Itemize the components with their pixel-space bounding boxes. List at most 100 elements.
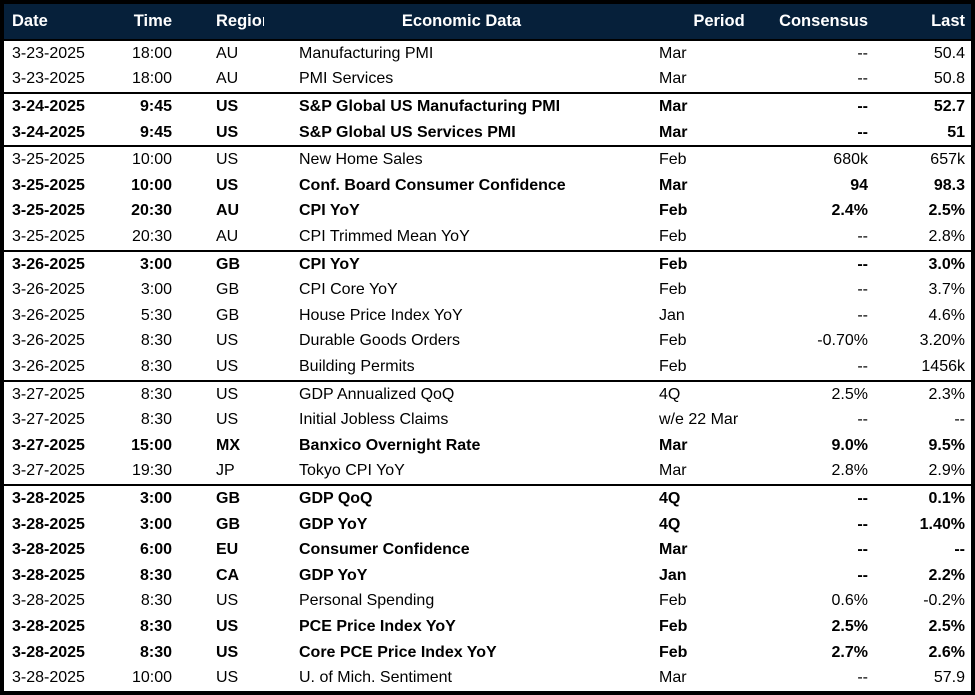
cell-region[interactable]: US: [216, 123, 239, 141]
table-row[interactable]: 3-26-2025 8:30 US Building Permits Feb -- 1456…: [4, 354, 971, 380]
cell-event[interactable]: Manufacturing PMI: [299, 44, 434, 62]
table-row[interactable]: 3-27-2025 19:30 JP Tokyo CPI YoY Mar 2.8% 2.9%: [4, 458, 971, 485]
cell-date[interactable]: 3-23-2025: [12, 44, 85, 62]
cell-region[interactable]: GB: [216, 515, 240, 533]
cell-last[interactable]: 4.6%: [928, 306, 965, 324]
cell-date[interactable]: 3-26-2025: [12, 255, 85, 273]
table-row[interactable]: 3-27-2025 8:30 US Initial Jobless Claims w/e…: [4, 407, 971, 434]
cell-consensus[interactable]: --: [857, 123, 868, 141]
cell-event[interactable]: Consumer Confidence: [299, 541, 470, 559]
cell-region[interactable]: AU: [216, 228, 239, 246]
table-row[interactable]: 3-23-2025 18:00 AU PMI Services Mar -- 50.8: [4, 66, 971, 93]
cell-period[interactable]: Mar: [659, 462, 687, 480]
cell-last[interactable]: 2.8%: [928, 228, 965, 246]
cell-region[interactable]: US: [216, 332, 239, 350]
cell-event[interactable]: Core PCE Price Index YoY: [299, 643, 497, 661]
cell-period[interactable]: Feb: [659, 228, 687, 246]
cell-consensus[interactable]: 680k: [833, 151, 868, 169]
table-row[interactable]: 3-28-2025 8:30 CA GDP YoY Jan -- 2.2%: [4, 563, 971, 589]
cell-consensus[interactable]: 9.0%: [831, 436, 868, 454]
table-row[interactable]: 3-27-2025 15:00 MX Banxico Overnight Rate Ma…: [4, 433, 971, 459]
table-row[interactable]: 3-28-2025 8:30 US PCE Price Index YoY Feb 2.5…: [4, 614, 971, 640]
cell-period[interactable]: 4Q: [659, 385, 681, 403]
cell-period[interactable]: 4Q: [659, 490, 681, 508]
cell-event[interactable]: CPI YoY: [299, 202, 360, 220]
cell-time[interactable]: 8:30: [140, 385, 172, 403]
cell-event[interactable]: CPI YoY: [299, 255, 360, 273]
cell-last[interactable]: 52.7: [933, 98, 965, 115]
cell-event[interactable]: Personal Spending: [299, 592, 435, 610]
cell-period[interactable]: Mar: [659, 436, 688, 454]
cell-event[interactable]: GDP QoQ: [299, 490, 373, 508]
cell-last[interactable]: 2.5%: [928, 617, 965, 635]
table-row[interactable]: 3-24-2025 9:45 US S&P Global US Services PM…: [4, 119, 971, 146]
cell-time[interactable]: 15:00: [131, 436, 172, 454]
cell-period[interactable]: Feb: [659, 151, 687, 169]
cell-region[interactable]: US: [216, 357, 239, 375]
cell-consensus[interactable]: 2.8%: [831, 462, 868, 480]
cell-last[interactable]: 1.40%: [919, 515, 965, 533]
cell-consensus[interactable]: 94: [850, 176, 868, 194]
cell-date[interactable]: 3-28-2025: [12, 617, 85, 635]
table-row[interactable]: 3-25-2025 10:00 US Conf. Board Consumer Con…: [4, 173, 971, 199]
cell-time[interactable]: 10:00: [131, 151, 172, 169]
cell-region[interactable]: US: [216, 385, 239, 403]
cell-date[interactable]: 3-27-2025: [12, 436, 85, 454]
table-row[interactable]: 3-28-2025 8:30 US Core PCE Price Index YoY F…: [4, 639, 971, 666]
cell-time[interactable]: 3:00: [140, 281, 172, 299]
cell-event[interactable]: S&P Global US Manufacturing PMI: [299, 98, 561, 115]
cell-time[interactable]: 10:00: [131, 176, 172, 194]
cell-date[interactable]: 3-28-2025: [12, 669, 85, 687]
cell-last[interactable]: 0.1%: [928, 490, 965, 508]
cell-period[interactable]: Jan: [659, 566, 687, 584]
cell-date[interactable]: 3-28-2025: [12, 490, 85, 508]
cell-period[interactable]: Mar: [659, 176, 688, 194]
cell-period[interactable]: Feb: [659, 202, 688, 220]
cell-date[interactable]: 3-26-2025: [12, 357, 85, 375]
cell-time[interactable]: 19:30: [131, 462, 172, 480]
cell-period[interactable]: Feb: [659, 332, 687, 350]
cell-period[interactable]: Mar: [659, 669, 687, 687]
table-row[interactable]: 3-27-2025 8:30 US GDP Annualized QoQ 4Q 2.5% 2…: [4, 381, 971, 408]
table-row[interactable]: 3-25-2025 20:30 AU CPI YoY Feb 2.4% 2.5%: [4, 198, 971, 225]
cell-last[interactable]: 2.3%: [928, 385, 965, 403]
cell-consensus[interactable]: --: [857, 44, 868, 62]
cell-region[interactable]: US: [216, 643, 239, 661]
cell-region[interactable]: US: [216, 151, 239, 169]
cell-time[interactable]: 8:30: [140, 411, 172, 429]
cell-region[interactable]: US: [216, 98, 239, 115]
cell-event[interactable]: Conf. Board Consumer Confidence: [299, 176, 566, 194]
cell-region[interactable]: GB: [216, 306, 240, 324]
cell-consensus[interactable]: -0.70%: [817, 332, 868, 350]
cell-event[interactable]: GDP YoY: [299, 566, 368, 584]
cell-time[interactable]: 20:30: [131, 228, 172, 246]
cell-event[interactable]: S&P Global US Services PMI: [299, 123, 516, 141]
cell-period[interactable]: Jan: [659, 306, 685, 324]
cell-event[interactable]: PMI Services: [299, 70, 394, 88]
cell-time[interactable]: 5:30: [140, 306, 172, 324]
cell-period[interactable]: Feb: [659, 255, 688, 273]
cell-region[interactable]: MX: [216, 436, 240, 454]
cell-consensus[interactable]: --: [857, 255, 868, 273]
table-row[interactable]: 3-26-2025 3:00 GB CPI YoY Feb -- 3.0%: [4, 251, 971, 278]
cell-date[interactable]: 3-25-2025: [12, 228, 85, 246]
cell-consensus[interactable]: 2.5%: [831, 617, 868, 635]
cell-event[interactable]: GDP Annualized QoQ: [299, 385, 455, 403]
cell-consensus[interactable]: --: [857, 70, 868, 88]
cell-region[interactable]: AU: [216, 202, 240, 220]
cell-date[interactable]: 3-24-2025: [12, 98, 85, 115]
table-row[interactable]: 3-26-2025 3:00 GB CPI Core YoY Feb -- 3.7%: [4, 277, 971, 303]
table-row[interactable]: 3-28-2025 8:30 US Personal Spending Feb 0.6% -…: [4, 588, 971, 615]
cell-consensus[interactable]: --: [857, 306, 868, 324]
cell-region[interactable]: US: [216, 617, 239, 635]
cell-period[interactable]: Mar: [659, 541, 688, 559]
cell-date[interactable]: 3-23-2025: [12, 70, 85, 88]
cell-time[interactable]: 9:45: [139, 123, 172, 141]
cell-time[interactable]: 18:00: [131, 70, 172, 88]
cell-period[interactable]: Feb: [659, 281, 687, 299]
table-row[interactable]: 3-28-2025 6:00 EU Consumer Confidence Mar -- -…: [4, 537, 971, 563]
cell-region[interactable]: US: [216, 411, 239, 429]
cell-period[interactable]: Feb: [659, 592, 687, 610]
cell-time[interactable]: 3:00: [139, 515, 172, 533]
cell-time[interactable]: 9:45: [139, 98, 172, 115]
